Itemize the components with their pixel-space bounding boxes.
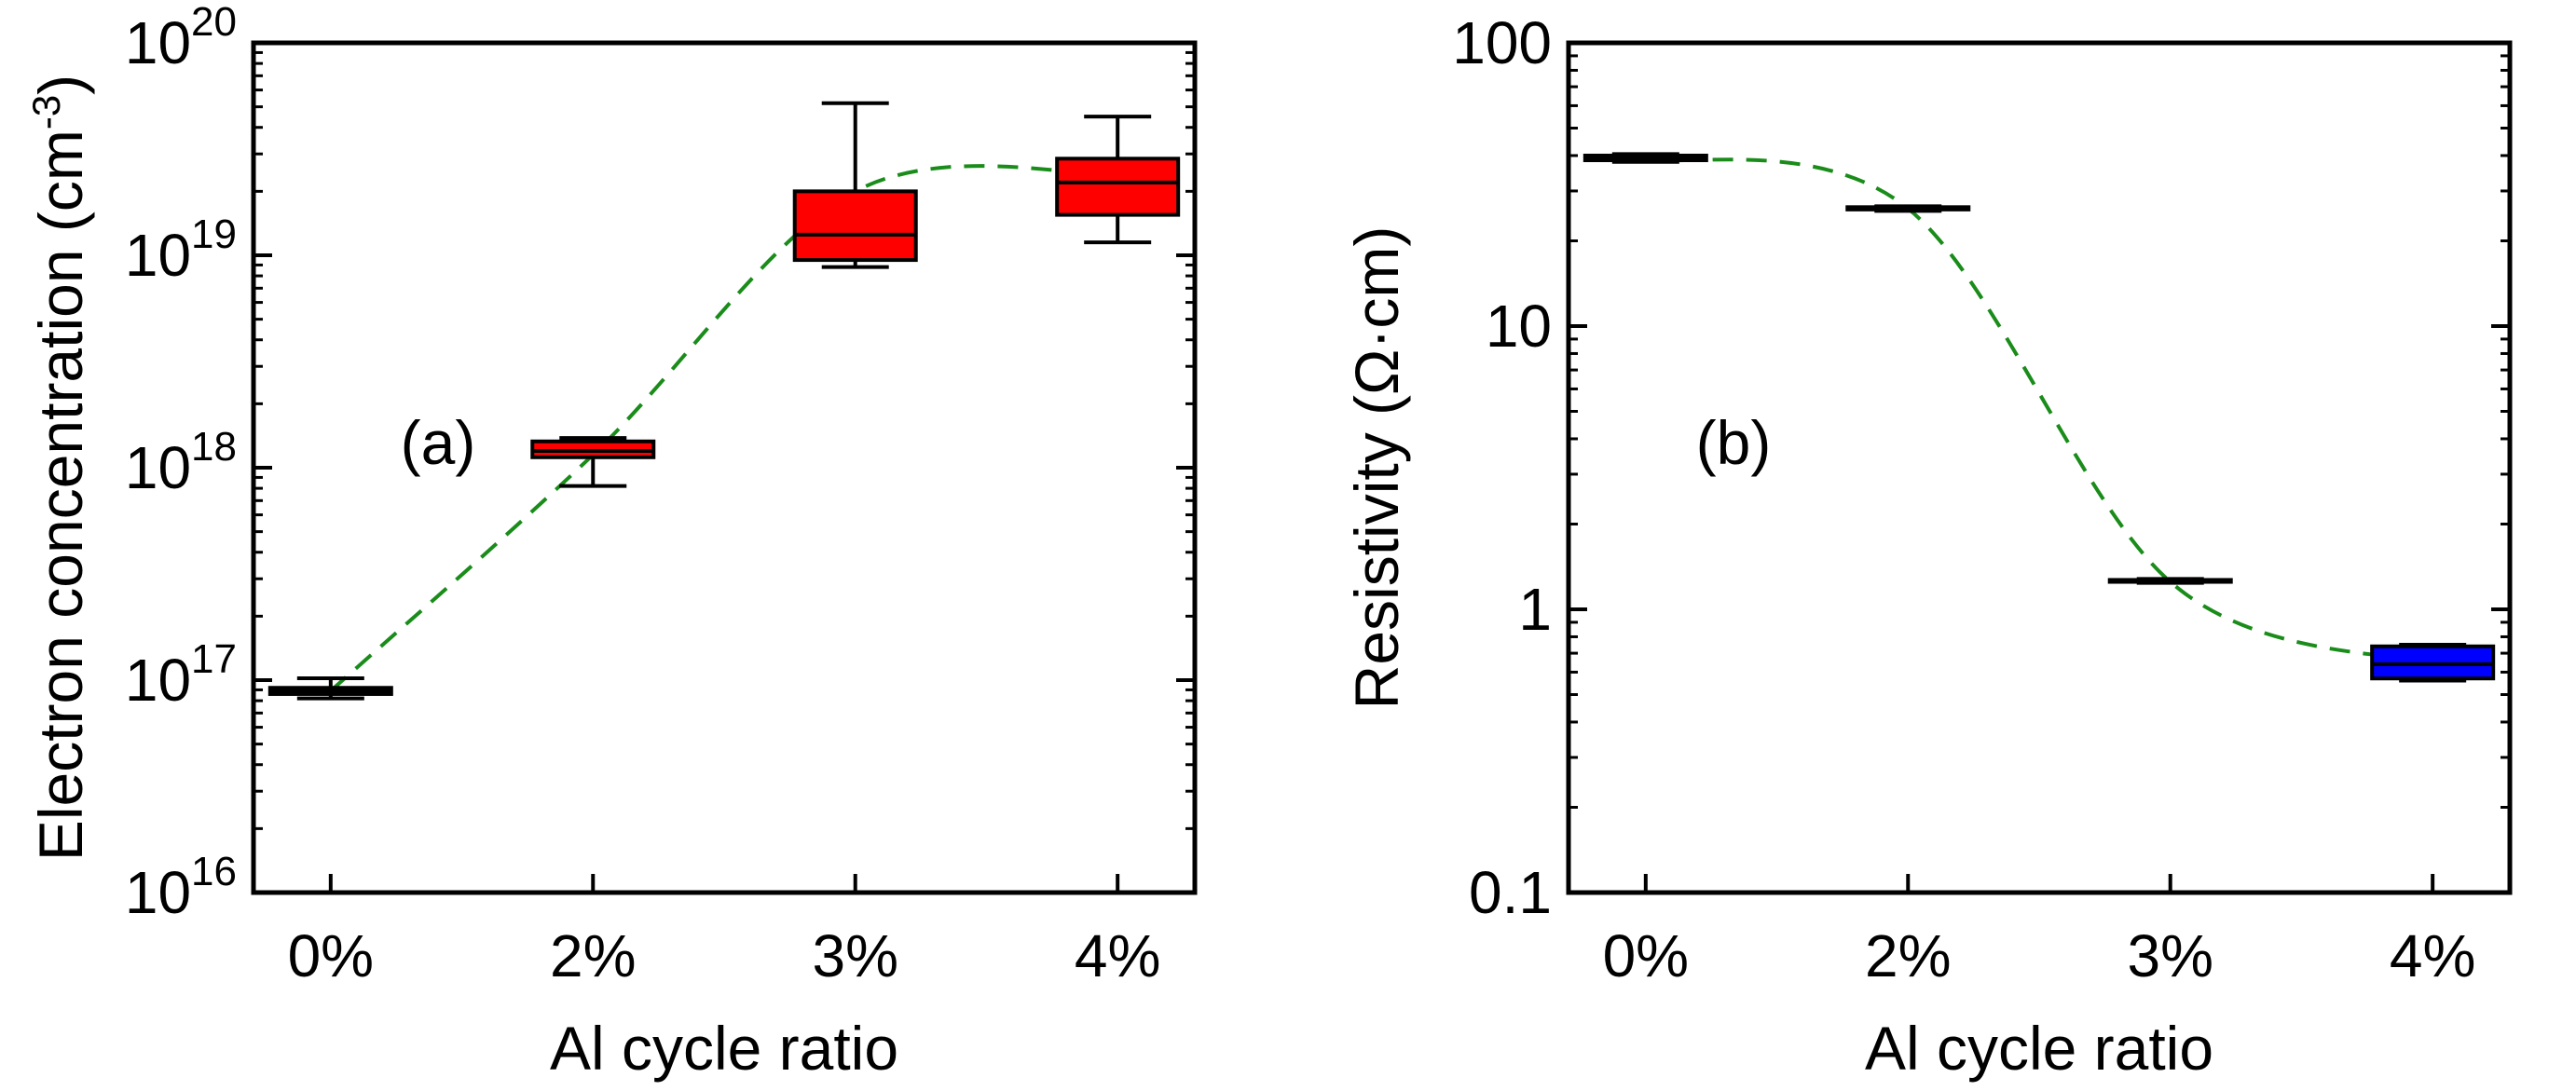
box-4pct: [1055, 115, 1181, 245]
panel-b-x-axis-title: Al cycle ratio: [1865, 1014, 2213, 1083]
box-2pct: [1845, 204, 1971, 213]
x-tick-label: 0%: [288, 922, 375, 989]
y-tick-label: 1: [1518, 576, 1552, 643]
panel-b-minor-ticks: [1569, 54, 2510, 809]
box-body: [792, 189, 918, 263]
y-tick-label: 100: [1452, 9, 1552, 76]
y-tick-label: 1018: [125, 424, 237, 501]
panel-b-y-ticks: 0.1 1 10 100: [1452, 9, 2510, 926]
x-tick-label: 2%: [1865, 922, 1952, 989]
trend-line: [329, 164, 1118, 693]
x-tick-label: 2%: [550, 922, 637, 989]
panel-a-boxes: [267, 101, 1181, 701]
y-tick-label-exponent: 20: [191, 0, 237, 45]
y-tick-label: 1020: [125, 0, 237, 76]
y-tick-label-base: 10: [125, 859, 191, 926]
panel-b-trend-line: [1645, 157, 2433, 666]
y-tick-label-base: 10: [125, 647, 191, 714]
panel-a-x-ticks: 0% 2% 3% 4%: [288, 874, 1161, 989]
y-tick-label-base: 10: [125, 434, 191, 501]
y-tick-label-base: 10: [125, 222, 191, 289]
y-tick-label-exponent: 19: [191, 211, 237, 257]
x-tick-label: 0%: [1603, 922, 1690, 989]
box-0pct: [267, 676, 393, 701]
y-tick-label-exponent: 18: [191, 424, 237, 470]
y-tick-label-exponent: 16: [191, 849, 237, 894]
panel-a-x-axis-title: Al cycle ratio: [550, 1014, 898, 1083]
box-4pct: [2370, 642, 2496, 683]
y-tick-label-base: 10: [125, 9, 191, 76]
panel-a-minor-ticks: [253, 50, 1195, 830]
panel-b-resistivity: 0.1 1 10 100 0% 2% 3% 4% (b) Al cycle ratio Re…: [1342, 9, 2513, 1083]
box-3pct: [2107, 577, 2233, 585]
panel-b-plot-frame: [1566, 40, 2513, 895]
x-tick-label: 3%: [2127, 922, 2213, 989]
box-0pct: [1583, 152, 1708, 164]
panel-a-plot-frame: [251, 40, 1198, 895]
trend-line: [1645, 157, 2433, 666]
panel-b-x-ticks: 0% 2% 3% 4%: [1603, 874, 2476, 989]
panel-a-y-title-close: ): [26, 75, 95, 95]
y-tick-label: 1019: [125, 211, 237, 289]
x-tick-label: 3%: [812, 922, 898, 989]
y-tick-label-exponent: 17: [191, 636, 237, 682]
box-3pct: [792, 101, 918, 269]
panel-a-y-title-main: Electron concentration (cm: [26, 130, 95, 861]
panel-a-label: (a): [401, 408, 476, 477]
y-tick-label: 1016: [125, 849, 237, 926]
x-tick-label: 4%: [1075, 922, 1161, 989]
y-tick-label: 0.1: [1469, 859, 1552, 926]
panel-a-y-title-exponent: -3: [24, 95, 68, 130]
panel-a-trend-line: [329, 164, 1118, 693]
x-tick-label: 4%: [2390, 922, 2476, 989]
y-tick-label: 10: [1486, 293, 1552, 360]
box-2pct: [530, 436, 656, 488]
panel-b-boxes: [1583, 152, 2496, 683]
panel-b-label: (b): [1696, 408, 1772, 477]
panel-b-y-axis-title: Resistivity (Ω·cm): [1342, 226, 1411, 710]
box-body: [1055, 157, 1181, 217]
panel-a-y-axis-title: Electron concentration (cm-3): [24, 75, 95, 861]
y-tick-label: 1017: [125, 636, 237, 714]
